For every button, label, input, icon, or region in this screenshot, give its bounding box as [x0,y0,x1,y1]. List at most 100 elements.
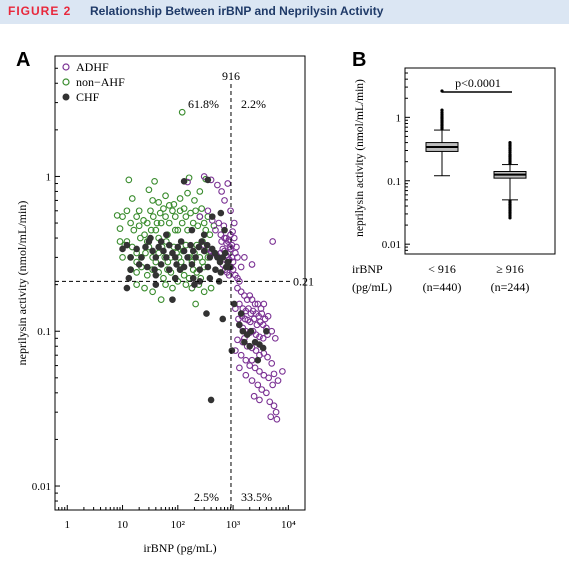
point-adhf [212,226,219,234]
point-non-ahf [170,201,178,208]
x-tick-label: 10³ [226,519,241,531]
panel-b-label: B [352,49,366,71]
panel-b-ticks: 1 0.1 0.01 [382,72,410,251]
point-non-ahf [155,199,162,206]
point-chf [163,231,170,239]
point-non-ahf [182,281,190,288]
point-chf [203,241,211,249]
point-non-ahf [191,197,198,204]
point-adhf [234,284,241,292]
point-chf [189,274,197,282]
point-chf [246,342,254,350]
panel-a-ticks: 1 10 10² 10³ 10⁴ 1 0.1 0.01 [32,67,306,531]
point-adhf [229,228,236,235]
quadrant-upper-right: 2.2% [241,97,266,111]
point-adhf [248,356,256,364]
point-non-ahf [178,219,186,227]
point-chf [151,266,158,273]
point-adhf [258,310,266,317]
point-chf [207,396,215,404]
point-chf [125,274,133,282]
point-non-ahf [123,207,131,215]
point-non-ahf [152,226,160,234]
point-non-ahf [116,238,124,245]
point-non-ahf [160,205,167,212]
point-chf [259,344,267,352]
box-outlier [508,216,512,220]
point-adhf [234,254,241,261]
point-adhf [237,351,245,359]
point-chf [219,315,227,323]
legend-entry: CHF [76,90,100,104]
point-non-ahf [140,217,147,224]
point-adhf [265,374,273,382]
point-chf [221,226,228,234]
point-adhf [264,312,272,320]
point-adhf [248,377,256,384]
point-chf [191,281,198,288]
y-tick-label: 0.1 [37,326,51,338]
point-chf [195,243,203,251]
point-non-ahf [192,207,199,215]
point-adhf [251,300,259,308]
point-chf [171,274,179,282]
point-chf [208,213,216,220]
point-adhf [251,364,259,372]
panel-a: A 1 10 10² 10³ 10⁴ 1 0.1 0.01 916 0.21 irBNP (pg… [15,49,314,555]
point-non-ahf [130,226,138,234]
point-adhf [242,371,250,379]
point-non-ahf [196,188,204,195]
point-chf [123,241,131,249]
point-chf [187,241,194,249]
x-cutoff-label: 916 [222,69,240,83]
point-chf [192,254,199,261]
point-chf [188,226,196,234]
point-adhf [273,415,281,423]
point-chf [254,356,262,364]
point-non-ahf [128,195,136,202]
legend-entry: ADHF [76,60,109,74]
point-adhf [264,353,271,361]
panel-a-points [113,108,286,423]
point-adhf [214,181,221,189]
point-non-ahf [133,269,140,276]
point-adhf [234,336,241,344]
point-adhf [248,261,256,268]
point-chf [222,263,230,271]
b-y-tick-label: 0.1 [387,176,401,188]
point-chf [236,321,243,329]
point-chf [206,274,214,282]
panel-a-cutoffs: 916 0.21 [55,69,314,510]
point-adhf [270,402,278,410]
box-outlier [440,110,444,114]
quadrant-upper-left: 61.8% [188,97,219,111]
point-non-ahf [133,213,140,220]
panel-a-quadrant-labels: 61.8% 2.2% 2.5% 33.5% [188,97,272,504]
point-adhf [230,234,238,242]
point-non-ahf [133,281,140,288]
point-chf [135,261,143,268]
point-adhf [196,213,204,220]
point-adhf [271,334,279,342]
legend-marker-non-ahf [62,78,70,86]
point-chf [165,266,173,273]
point-non-ahf [174,226,182,234]
panel-a-label: A [16,49,30,71]
quadrant-lower-right: 33.5% [241,490,272,504]
legend-entry: non−AHF [76,75,125,89]
point-adhf [217,231,225,239]
point-adhf [204,207,212,215]
point-non-ahf [119,213,126,220]
point-non-ahf [184,189,191,197]
figure-header: FIGURE 2 Relationship Between irBNP and … [0,0,569,24]
point-adhf [268,360,276,367]
point-chf [147,234,154,242]
point-chf [206,254,214,261]
point-adhf [274,377,282,384]
point-adhf [252,347,260,354]
point-adhf [236,364,243,372]
point-non-ahf [200,219,208,227]
x-tick-label: 10 [117,519,129,531]
point-adhf [272,408,280,416]
point-chf [157,238,165,245]
